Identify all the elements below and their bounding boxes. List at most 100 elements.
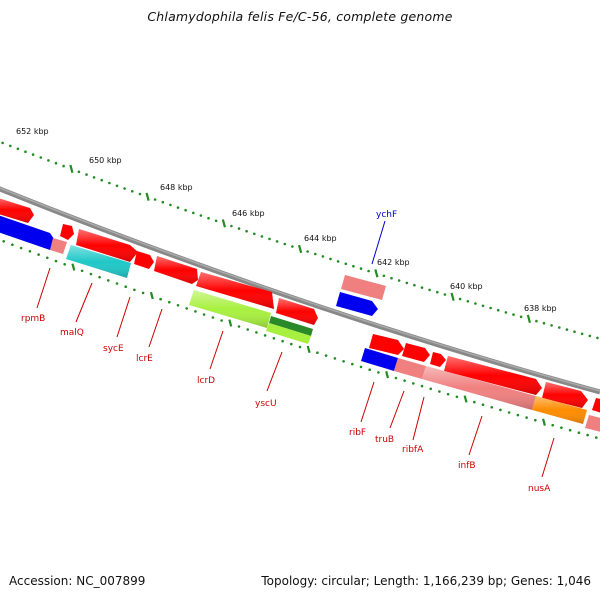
inner-major-tick [306, 345, 311, 354]
inner-dot [412, 382, 415, 385]
minor-tick [558, 326, 561, 329]
genome-summary: Topology: circular; Length: 1,166,239 bp… [261, 574, 591, 588]
kbp-label: 646 kbp [232, 209, 265, 218]
minor-tick [336, 260, 340, 263]
inner-dot [560, 426, 563, 430]
inner-dot [324, 354, 328, 357]
inner-dot [237, 325, 241, 328]
inner-dot [124, 285, 127, 289]
gene-block [266, 323, 311, 344]
inner-major-tick [385, 371, 390, 379]
inner-dot [107, 279, 110, 282]
minor-tick [153, 198, 157, 201]
inner-dot [333, 357, 337, 360]
leader-line [412, 396, 425, 441]
inner-dot [133, 288, 136, 292]
leader-line [36, 267, 51, 309]
inner-major-tick [463, 395, 468, 403]
minor-tick [588, 334, 592, 338]
minor-tick [535, 319, 538, 323]
minor-tick [573, 330, 576, 334]
minor-tick [283, 242, 287, 246]
minor-tick [199, 214, 203, 217]
gene-label-lcrE: lcrE [136, 354, 153, 364]
minor-tick [397, 279, 401, 282]
inner-dot [359, 365, 363, 369]
inner-dot [507, 411, 511, 414]
major-tick [69, 164, 74, 174]
gene-label-truB: truB [375, 435, 394, 445]
gene-label-malQ: malQ [60, 328, 84, 338]
minor-tick [54, 161, 58, 165]
minor-tick [565, 328, 569, 331]
leader-line [116, 296, 131, 338]
minor-tick [405, 281, 409, 285]
inner-dot [272, 337, 276, 340]
inner-dot [394, 376, 398, 380]
minor-tick [176, 206, 180, 209]
minor-tick [92, 176, 96, 179]
inner-dot [19, 246, 23, 250]
major-tick [526, 314, 531, 324]
minor-tick [24, 150, 27, 153]
genome-backbone [0, 186, 600, 395]
inner-dot [586, 433, 589, 437]
minor-tick [474, 302, 477, 305]
accession-text: Accession: NC_007899 [9, 574, 146, 588]
minor-tick [184, 208, 187, 212]
inner-dot [577, 431, 581, 435]
minor-tick [458, 297, 462, 301]
inner-dot [194, 310, 197, 313]
inner-dot [54, 259, 58, 263]
minor-tick [47, 159, 50, 162]
gene-block [50, 238, 67, 254]
leader-line [468, 415, 483, 456]
gene-label-ychF: ychF [376, 210, 397, 220]
inner-dot [438, 390, 441, 393]
inner-dot [281, 339, 284, 343]
minor-tick [436, 290, 439, 294]
inner-dot [202, 313, 206, 316]
minor-tick [253, 232, 256, 236]
minor-tick [275, 240, 279, 243]
inner-major-tick [149, 291, 154, 300]
minor-tick [230, 224, 233, 228]
gene-block [394, 358, 426, 379]
leader-line [389, 390, 405, 429]
forward-genes [0, 198, 600, 413]
inner-dot [46, 256, 49, 260]
major-tick [297, 244, 303, 254]
minor-tick [367, 269, 370, 273]
inner-dot [568, 428, 572, 432]
inner-dot [429, 387, 433, 391]
inner-dot [98, 275, 101, 279]
inner-dot [37, 253, 40, 256]
minor-tick [62, 164, 65, 168]
major-tick [145, 192, 150, 201]
gene-label-yscU: yscU [255, 399, 277, 409]
kbp-labels: 652 kbp 650 kbp 648 kbp 646 kbp 644 kbp … [16, 127, 557, 313]
inner-dot [316, 351, 319, 355]
inner-dot [377, 371, 380, 374]
minor-tick [77, 170, 81, 174]
minor-tick [237, 227, 241, 230]
minor-tick [100, 178, 103, 182]
inner-dot [290, 342, 293, 346]
inner-dot [490, 406, 494, 409]
major-tick [450, 292, 455, 301]
minor-tick [245, 229, 248, 233]
inner-dot [351, 362, 354, 366]
gene-label-sycE: sycE [103, 344, 124, 354]
inner-dot [80, 269, 84, 273]
minor-tick [344, 262, 348, 266]
kbp-label: 640 kbp [450, 282, 483, 291]
minor-tick [39, 156, 43, 159]
minor-tick [352, 264, 355, 268]
minor-tick [443, 293, 447, 296]
other-features [0, 215, 600, 432]
inner-dot [11, 243, 14, 246]
minor-tick [504, 311, 508, 314]
inner-dot [534, 418, 537, 422]
gene-label-lcrD: lcrD [197, 376, 215, 386]
minor-tick [115, 184, 119, 188]
